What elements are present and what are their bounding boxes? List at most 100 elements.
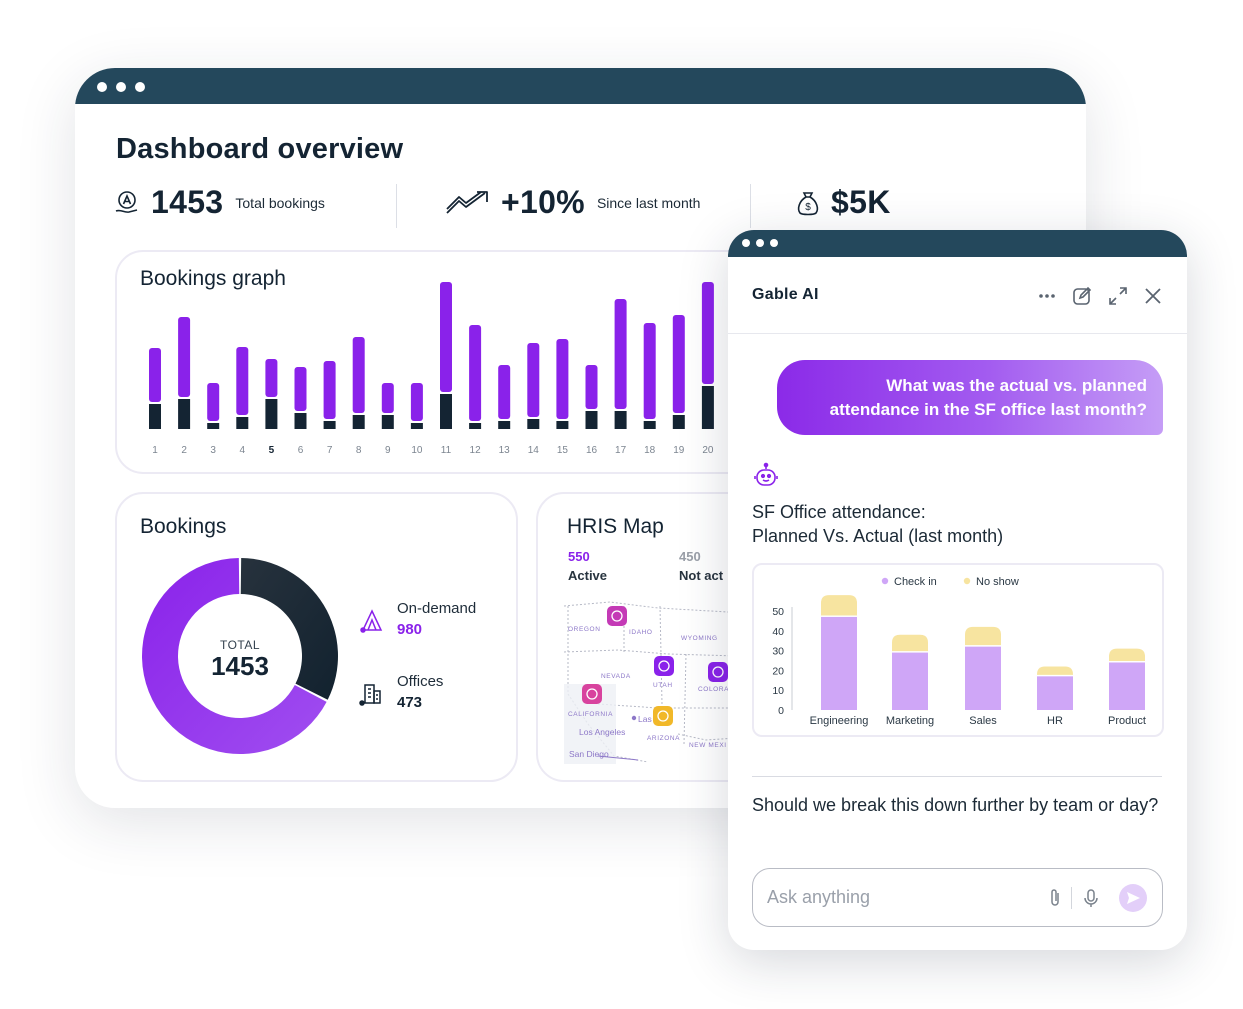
bookings-graph-card: Bookings graph 1 2 3 4 5 6 7 8 9 10 11 12 13 14 15 16 17… [115,250,815,474]
expand-icon[interactable] [1107,285,1129,307]
chat-input-box[interactable] [752,868,1163,927]
bar-top-17 [614,299,627,409]
bar-label-2: 2 [181,445,187,456]
map-pin-icon[interactable] [582,684,602,704]
growth-value: +10% [501,184,585,220]
bar-base-2 [178,399,191,429]
ai-response-heading: SF Office attendance: Planned Vs. Actual… [752,500,1003,548]
more-icon[interactable] [1036,285,1058,307]
bar-base-17 [614,411,627,429]
total-bookings-value: 1453 [151,184,224,220]
bookings-donut-card: Bookings TOTAL 1453 On-demand 980 Office… [115,492,518,782]
attendance-chart-card: 50 40 30 20 10 0 Check in No show Engineering Mar… [752,563,1164,737]
bar-label-3: 3 [210,445,216,456]
bar-base-1 [149,404,161,429]
bar-label-9: 9 [385,445,391,456]
stat-growth: +10% Since last month [445,184,700,221]
bar-top-13 [498,365,511,419]
map-pin-icon[interactable] [654,656,674,676]
y-tick-label: 30 [772,646,784,658]
hris-map-card: HRIS Map 550 Active 450 Not act OREGON I… [536,492,836,782]
on-demand-label: On-demand [397,600,477,617]
map-label-arizona: ARIZONA [647,735,680,742]
bar-label-8: 8 [356,445,362,456]
legend-label-1: No show [976,576,1019,588]
legend-swatch-1 [963,577,971,585]
ai-heading-line2: Planned Vs. Actual (last month) [752,526,1004,546]
offices-label: Offices [397,673,444,690]
bar-base-18 [643,421,656,429]
bar-label-11: 11 [441,445,452,456]
bar-label-12: 12 [470,445,482,456]
donut-slice-on-demand[interactable] [142,558,327,754]
attachment-icon[interactable] [1045,887,1065,909]
us-map[interactable]: OREGON IDAHO WYOMING NEVADA UTAH COLORA … [538,494,836,782]
y-tick-label: 10 [772,685,784,697]
send-icon[interactable] [1118,883,1148,913]
bar-top-16 [585,365,598,409]
bar-top-2 [178,317,191,397]
bookings-donut-chart [142,558,338,754]
stat-total-bookings: 1453 Total bookings [113,184,325,221]
bar-checkin-marketing [892,652,928,710]
map-city-los-angeles: Los Angeles [579,727,625,737]
revenue-value: $5K [831,184,891,220]
bar-label-19: 19 [673,445,685,456]
hris-active: 550 Active [568,549,607,583]
bar-base-15 [556,421,569,429]
bar-top-10 [410,383,423,421]
window-controls[interactable] [742,239,778,247]
chat-input[interactable] [767,884,1027,910]
map-label-colorado: COLORA [698,686,729,693]
legend-label-0: Check in [894,576,937,588]
bar-top-1 [149,348,161,402]
window-controls[interactable] [97,82,145,92]
bar-top-7 [323,361,336,419]
bar-base-16 [585,411,598,429]
map-label-utah: UTAH [653,682,673,689]
offices-value: 473 [397,694,423,711]
bar-checkin-engineering [821,616,857,710]
divider [752,776,1162,777]
donut-slice-offices[interactable] [240,558,338,700]
map-city-las-vegas: Las [638,714,652,724]
bar-label-18: 18 [644,445,656,456]
bar-base-7 [323,421,336,429]
active-label: Active [568,568,608,583]
close-icon[interactable] [1142,285,1164,307]
bar-top-20 [701,282,714,384]
bar-label-6: 6 [298,445,304,456]
bar-top-6 [294,367,307,411]
map-label-nevada: NEVADA [601,673,631,680]
bar-top-15 [556,339,569,419]
trend-up-icon [446,190,488,214]
donut-center-value: 1453 [211,651,269,681]
microphone-icon[interactable] [1081,887,1101,909]
ai-robot-icon [754,462,778,486]
growth-label: Since last month [596,194,701,211]
bookings-graph-title: Bookings graph [140,267,286,290]
bar-top-5 [265,359,278,397]
edit-icon[interactable] [1071,285,1093,307]
map-pin-icon[interactable] [607,606,627,626]
bar-label-5: 5 [269,445,275,456]
map-pin-icon[interactable] [653,706,673,726]
x-label-engineering: Engineering [810,715,869,727]
stat-revenue: $ $5K [795,184,891,221]
money-bag-icon: $ [797,191,819,215]
x-label-hr: HR [1047,715,1063,727]
bar-top-3 [207,383,220,421]
bar-label-14: 14 [528,445,540,456]
bar-base-13 [498,421,511,429]
bar-base-11 [440,394,452,429]
map-pin-icon[interactable] [708,662,728,682]
bar-base-3 [207,423,220,429]
on-demand-icon [360,609,383,633]
chat-header: Gable AI [728,257,1187,334]
bar-noshow-hr [1037,666,1073,675]
bar-label-20: 20 [702,445,714,456]
bar-top-8 [352,337,365,413]
donut-center-label: TOTAL [219,638,261,652]
bar-checkin-product [1109,662,1145,710]
bar-noshow-sales [965,626,1001,646]
